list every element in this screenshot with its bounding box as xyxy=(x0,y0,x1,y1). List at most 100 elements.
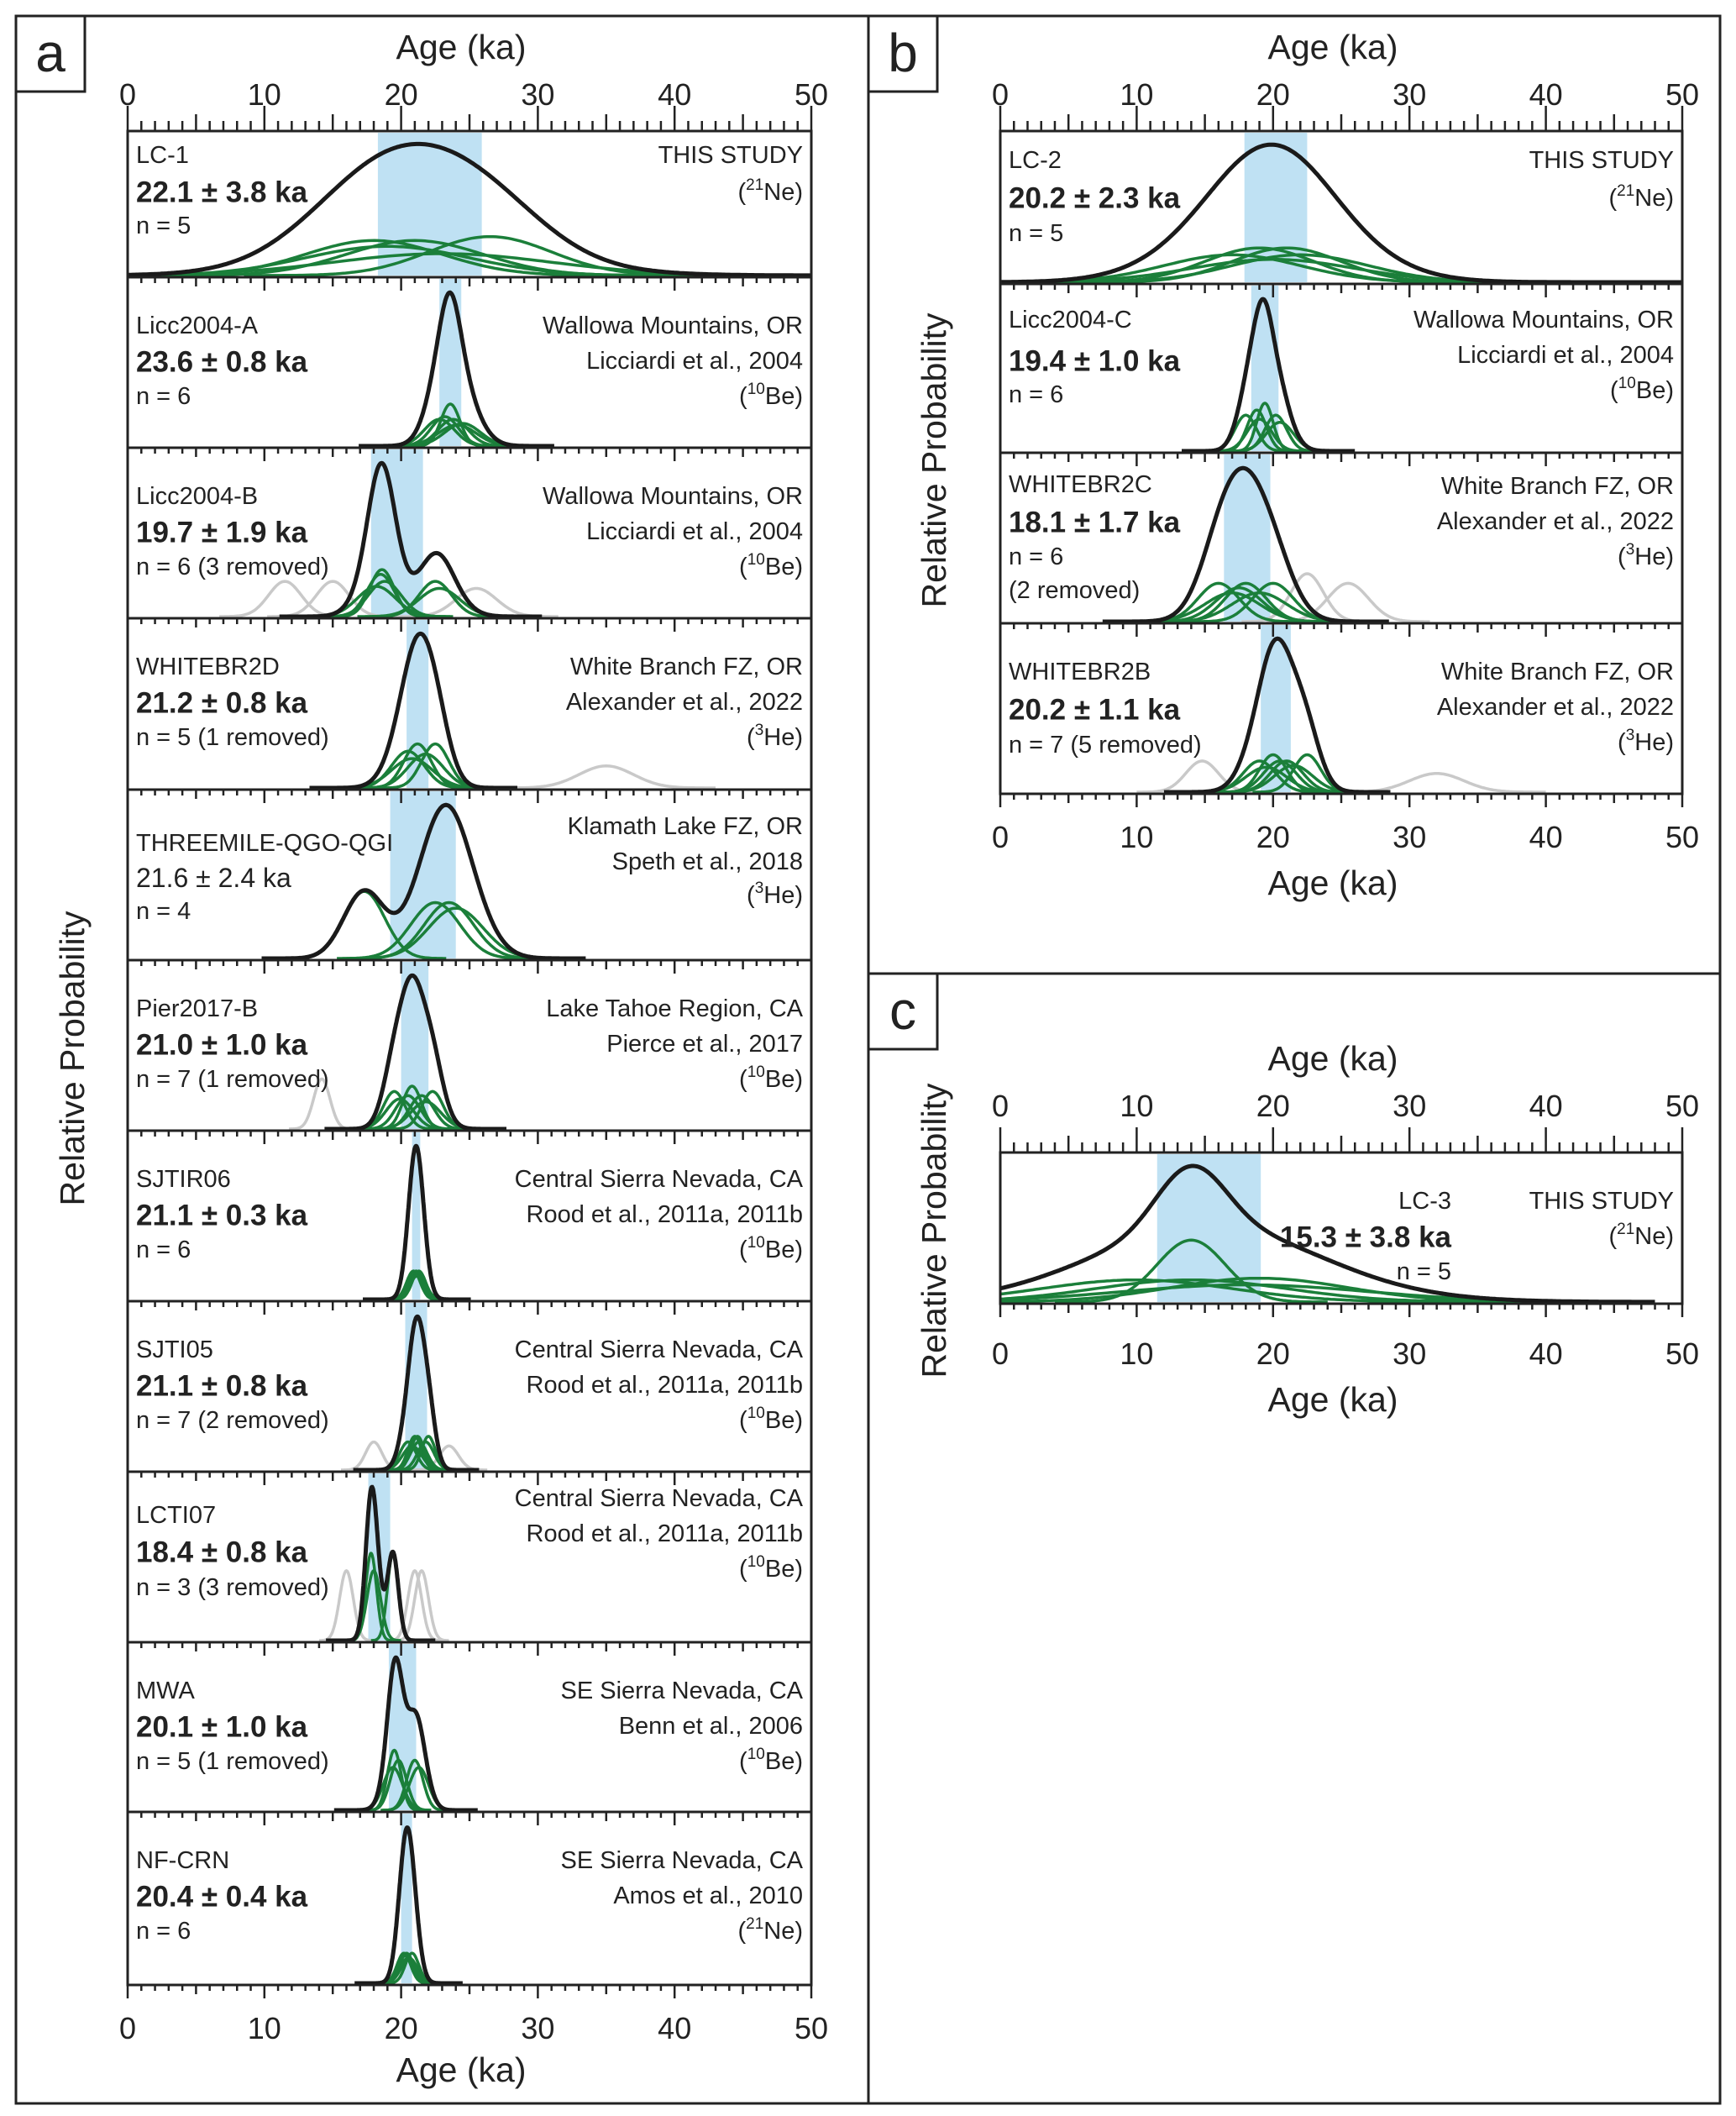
nuclide-mass-number: 10 xyxy=(747,381,765,398)
panel-c: Age (ka) Age (ka) Relative Probability 0 0 10… xyxy=(915,1039,1699,1419)
panel-letter-box-b xyxy=(867,14,939,93)
nuclide-open-paren: ( xyxy=(739,1066,747,1093)
individual-age-curve xyxy=(333,568,432,618)
removed-age-curve xyxy=(219,580,351,618)
nuclide-open-paren: ( xyxy=(739,1237,747,1263)
mean-age-value: 21.6 ± 2.4 ka xyxy=(136,863,291,893)
individual-age-curve xyxy=(374,1084,451,1131)
nuclide-label: (10Be) xyxy=(739,1553,803,1583)
individual-age-curve xyxy=(346,906,565,960)
subplot-whitebr2d: WHITEBR2D 21.2 ± 0.8 ka n = 5 (1 removed) W… xyxy=(126,617,813,791)
x-tick-label-bottom: 40 xyxy=(658,2011,691,2045)
x-tick-label-top: 30 xyxy=(1392,1089,1426,1123)
sample-count: n = 6 xyxy=(1009,381,1063,408)
subplot-licc2004-a: Licc2004-A 23.6 ± 0.8 ka n = 6 Wallowa Moun… xyxy=(126,276,813,449)
nuclide-mass-number: 21 xyxy=(1617,1221,1634,1238)
location-label: THIS STUDY xyxy=(658,142,803,169)
sample-count: n = 3 (3 removed) xyxy=(136,1574,329,1601)
site-label: NF-CRN xyxy=(136,1847,229,1874)
summary-probability-curve xyxy=(127,141,811,278)
panel-b: Age (ka) Age (ka) Relative Probability 0 0 10… xyxy=(915,28,1699,902)
nuclide-mass-number: 21 xyxy=(1617,182,1634,200)
uncertainty-band xyxy=(412,1132,421,1300)
individual-age-curve xyxy=(392,417,514,448)
nuclide-open-paren: ( xyxy=(737,1918,746,1945)
nuclide-element: Be) xyxy=(765,1748,803,1775)
nuclide-label: (10Be) xyxy=(739,551,803,581)
x-axis-title-bottom: Age (ka) xyxy=(1268,864,1398,902)
location-label: THIS STUDY xyxy=(1529,1188,1674,1215)
nuclide-mass-number: 3 xyxy=(755,879,764,897)
removed-age-curve xyxy=(394,1569,449,1642)
mean-age-value: 18.4 ± 0.8 ka xyxy=(136,1536,308,1569)
nuclide-mass-number: 10 xyxy=(747,551,765,569)
subplot-lc-2: LC-2 20.2 ± 2.3 ka n = 5 THIS STUDY (21Ne) xyxy=(999,129,1684,286)
sample-count: n = 4 xyxy=(136,898,191,925)
nuclide-element: Ne) xyxy=(763,1918,803,1945)
removed-age-curve xyxy=(1266,581,1430,623)
nuclide-open-paren: ( xyxy=(1608,1223,1617,1250)
site-label: MWA xyxy=(136,1678,195,1704)
nuclide-element: Be) xyxy=(1636,377,1674,404)
mean-age-value: 20.2 ± 2.3 ka xyxy=(1009,182,1181,215)
location-label: Wallowa Mountains, OR xyxy=(543,312,803,339)
x-tick-label-top: 40 xyxy=(1529,1089,1563,1123)
summary-probability-curve xyxy=(326,1484,436,1643)
x-tick-label-bottom: 10 xyxy=(1120,820,1153,854)
mean-age-value: 20.2 ± 1.1 ka xyxy=(1009,694,1181,727)
mean-age-value: 23.6 ± 0.8 ka xyxy=(136,346,308,379)
x-tick-label-bottom: 40 xyxy=(1529,820,1563,854)
summary-probability-curve xyxy=(363,1143,471,1302)
x-tick-label-bottom: 50 xyxy=(1665,1336,1699,1371)
summary-probability-curve xyxy=(999,1163,1655,1305)
nuclide-element: Ne) xyxy=(1634,185,1674,212)
summary-probability-curve xyxy=(1182,297,1356,454)
sample-count: n = 5 (1 removed) xyxy=(136,724,329,751)
nuclide-label: (3He) xyxy=(1618,541,1674,571)
site-label: SJTIR06 xyxy=(136,1166,231,1193)
x-tick-label-top: 50 xyxy=(1665,1089,1699,1123)
removed-age-curve xyxy=(1327,772,1546,794)
subplot-nf-crn: NF-CRN 20.4 ± 0.4 ka n = 6 SE Sierra Nevada… xyxy=(126,1810,813,1987)
nuclide-label: (21Ne) xyxy=(1608,1221,1674,1251)
panel-a: Age (ka) Age (ka) Relative Probability 0 0 10… xyxy=(53,28,828,2089)
nuclide-element: Ne) xyxy=(1634,1223,1674,1250)
mean-age-value: 21.1 ± 0.3 ka xyxy=(136,1200,308,1232)
nuclide-mass-number: 10 xyxy=(747,1553,765,1571)
x-tick-label-bottom: 30 xyxy=(521,2011,554,2045)
summary-probability-curve xyxy=(1000,142,1682,285)
individual-age-curve xyxy=(1146,586,1332,623)
reference-label: Speth et al., 2018 xyxy=(612,848,803,875)
nuclide-open-paren: ( xyxy=(739,554,747,580)
subplot-licc2004-b: Licc2004-B 19.7 ± 1.9 ka n = 6 (3 removed)… xyxy=(126,446,813,620)
reference-label: Alexander et al., 2022 xyxy=(1437,694,1674,721)
reference-label: Alexander et al., 2022 xyxy=(1437,508,1674,535)
location-label: SE Sierra Nevada, CA xyxy=(560,1847,803,1874)
nuclide-element: Ne) xyxy=(763,179,803,206)
location-label: White Branch FZ, OR xyxy=(1441,473,1674,500)
nuclide-element: He) xyxy=(1634,543,1674,570)
reference-label: Rood et al., 2011a, 2011b xyxy=(527,1201,803,1228)
nuclide-mass-number: 21 xyxy=(746,1915,763,1933)
nuclide-element: Be) xyxy=(765,1556,803,1583)
nuclide-label: (21Ne) xyxy=(737,1915,803,1945)
summary-probability-curve xyxy=(333,1655,478,1813)
nuclide-label: (10Be) xyxy=(1610,375,1674,405)
location-label: Central Sierra Nevada, CA xyxy=(515,1166,804,1193)
nuclide-open-paren: ( xyxy=(739,1748,747,1775)
individual-age-curve xyxy=(1055,1238,1328,1304)
summary-probability-curve xyxy=(1102,465,1389,624)
location-label: White Branch FZ, OR xyxy=(570,654,803,680)
nuclide-mass-number: 10 xyxy=(747,1746,765,1763)
individual-age-curve xyxy=(381,1758,448,1812)
nuclide-element: Be) xyxy=(765,383,803,410)
reference-label: Amos et al., 2010 xyxy=(613,1882,803,1909)
nuclide-label: (10Be) xyxy=(739,1063,803,1094)
site-label: Licc2004-B xyxy=(136,483,258,510)
x-axis-title-bottom: Age (ka) xyxy=(1268,1380,1398,1419)
x-tick-label-bottom: 50 xyxy=(795,2011,828,2045)
nuclide-mass-number: 3 xyxy=(1626,727,1635,744)
subplot-lc-1: LC-1 22.1 ± 3.8 ka n = 5 THIS STUDY (21Ne) xyxy=(126,129,813,279)
nuclide-label: (10Be) xyxy=(739,1405,803,1435)
